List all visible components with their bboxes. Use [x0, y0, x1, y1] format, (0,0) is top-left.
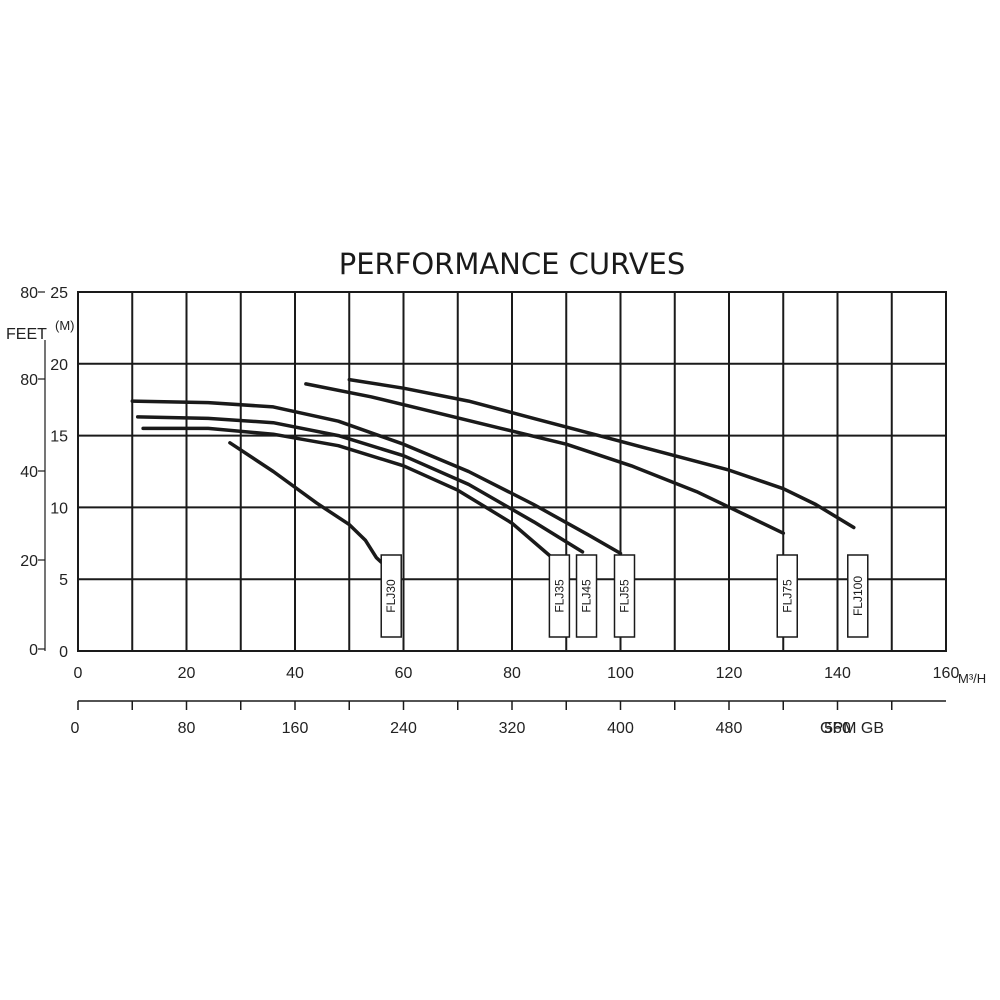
- chart-title: PERFORMANCE CURVES: [339, 247, 686, 281]
- series-tag-label: FLJ35: [552, 579, 566, 613]
- series-tag-box: [380, 554, 402, 638]
- y-tick-label-feet: 0: [29, 642, 38, 659]
- x-tick-label-secondary: 480: [716, 720, 743, 737]
- series-tag-flj45: FLJ45: [575, 554, 598, 638]
- series-tag-box: [847, 554, 869, 638]
- x-tick-label-primary: 40: [286, 665, 304, 682]
- curve-flj35: [141, 426, 558, 563]
- x-tick-label-primary: 140: [824, 665, 851, 682]
- y-tick-label-meters: 10: [50, 500, 68, 517]
- y-unit-feet: FEET: [6, 326, 47, 343]
- grid: [77, 291, 947, 652]
- x-tick-label-secondary: 560: [824, 720, 851, 737]
- x-tick-label-primary: 120: [716, 665, 743, 682]
- series-tag-flj75: FLJ75: [776, 554, 798, 638]
- x-tick-label-primary: 60: [395, 665, 413, 682]
- series-tag-box: [548, 554, 571, 638]
- y-tick-label-meters: 5: [59, 572, 68, 589]
- series-tag-flj30: FLJ30: [380, 554, 402, 638]
- y-tick-label-meters: 0: [59, 644, 68, 661]
- curve-flj75: [304, 382, 786, 535]
- series-tag-box: [575, 554, 598, 638]
- series-tag-label: FLJ100: [851, 576, 865, 616]
- x-tick-label-primary: 20: [178, 665, 196, 682]
- x-tick-label-primary: 80: [503, 665, 521, 682]
- y-tick-label-meters: 20: [50, 357, 68, 374]
- curve-flj45: [135, 415, 585, 554]
- series-tag-flj35: FLJ35: [548, 554, 571, 638]
- series-tag-box: [776, 554, 798, 638]
- x-tick-label-secondary: 0: [71, 720, 80, 737]
- y-tick-label-feet: 20: [20, 553, 38, 570]
- y-tick-label-feet: 40: [20, 464, 38, 481]
- series-tag-box: [613, 554, 636, 638]
- curves: [130, 377, 856, 570]
- curve-flj55: [130, 399, 623, 556]
- series-tag-label: FLJ30: [384, 579, 398, 613]
- series-tag-flj55: FLJ55: [613, 554, 636, 638]
- x-tick-label-secondary: 160: [282, 720, 309, 737]
- x-tick-label-primary: 0: [74, 665, 83, 682]
- x-tick-label-primary: 100: [607, 665, 634, 682]
- series-tag-flj100: FLJ100: [847, 554, 869, 638]
- x-tick-label-secondary: 400: [607, 720, 634, 737]
- curve-flj100: [347, 377, 856, 530]
- x-tick-label-secondary: 320: [499, 720, 526, 737]
- y-unit-meters: (M): [55, 318, 75, 333]
- y-tick-label-meters: 15: [50, 429, 68, 446]
- y-tick-label-meters: 25: [50, 285, 68, 302]
- y-tick-label-feet: 80: [20, 285, 38, 302]
- series-tag-label: FLJ45: [580, 579, 594, 613]
- series-tag-label: FLJ55: [618, 579, 632, 613]
- curve-flj30: [228, 441, 389, 570]
- x-unit-secondary: GPM GB: [820, 720, 884, 737]
- y-tick-label-feet: 80: [20, 372, 38, 389]
- x-unit-primary: M³/H: [958, 671, 986, 686]
- x-tick-label-primary: 160: [933, 665, 960, 682]
- x-tick-label-secondary: 80: [178, 720, 196, 737]
- series-tags: FLJ30 FLJ35 FLJ45 FLJ55 FLJ75 FLJ100: [380, 554, 869, 638]
- series-tag-label: FLJ75: [780, 579, 794, 613]
- x-tick-label-secondary: 240: [390, 720, 417, 737]
